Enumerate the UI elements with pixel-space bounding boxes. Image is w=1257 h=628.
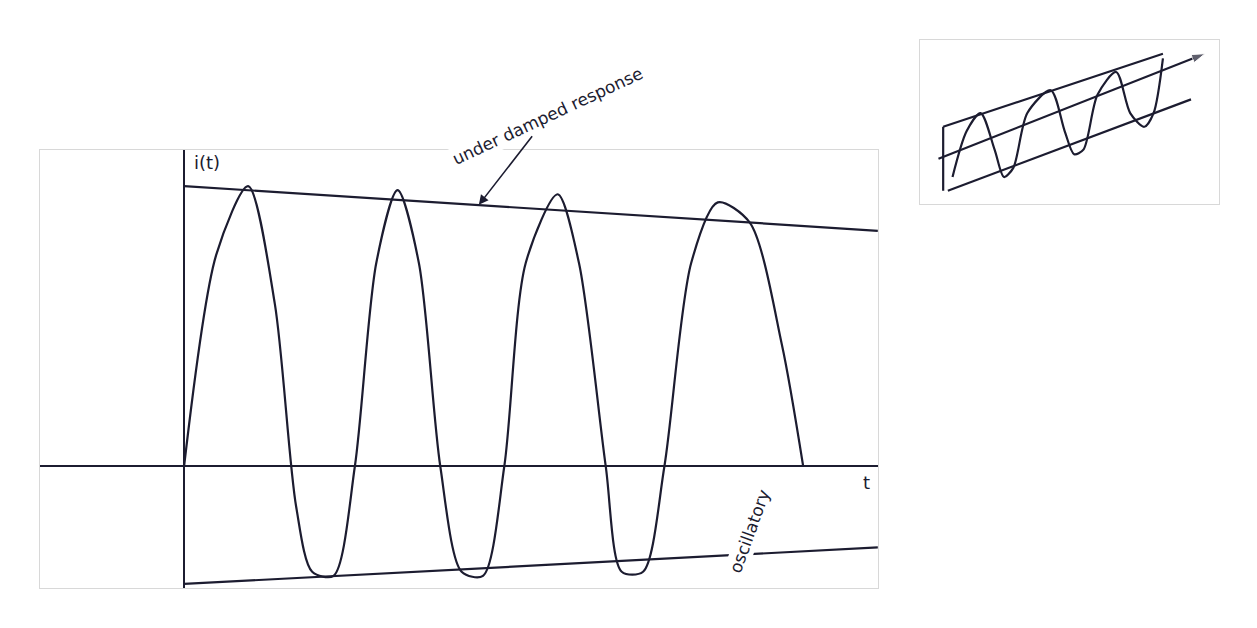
svg-text:oscillatory: oscillatory (725, 487, 774, 576)
svg-text:i(t): i(t) (194, 152, 220, 173)
svg-text:t: t (863, 472, 870, 493)
svg-text:under damped response: under damped response (449, 63, 646, 169)
